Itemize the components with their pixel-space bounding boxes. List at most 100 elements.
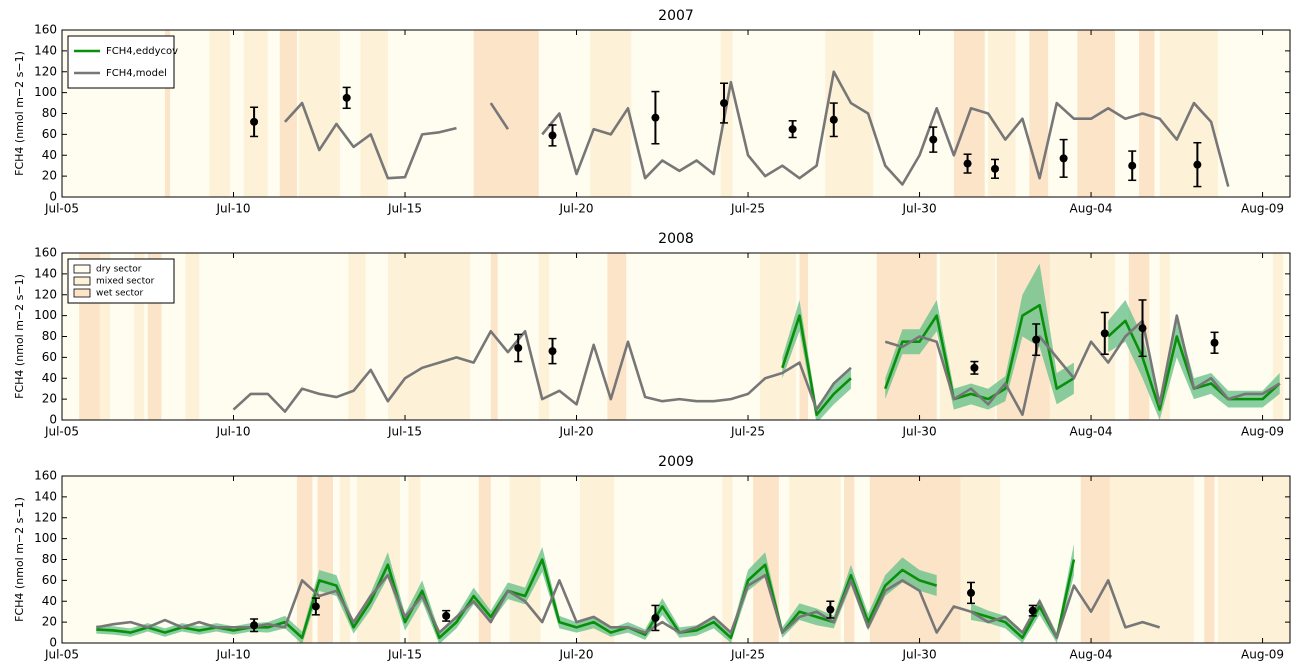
legend-swatch [73, 276, 91, 286]
sector-span [988, 30, 1016, 197]
sector-span [339, 476, 351, 643]
sector-span [296, 476, 313, 643]
chamber-point [1100, 329, 1109, 338]
sector-span [607, 253, 627, 420]
chamber-point [548, 347, 557, 356]
chart-title: 2008 [658, 231, 694, 247]
y-tick-label: 100 [34, 85, 57, 99]
sector-span [134, 253, 145, 420]
chamber-point [342, 93, 351, 102]
y-tick-label: 100 [34, 531, 57, 545]
sector-span [1204, 476, 1215, 643]
series-line [884, 314, 1281, 417]
sector-span [348, 253, 366, 420]
chamber-point [720, 99, 729, 108]
series-line [284, 101, 457, 180]
sector-span [243, 30, 268, 197]
legend-label: FCH4,eddycov [106, 46, 178, 57]
legend-box [67, 35, 175, 89]
chamber-point [829, 115, 838, 124]
chamber-point [651, 113, 660, 122]
sector-span [1077, 30, 1116, 197]
plot-frame [61, 475, 1291, 644]
chamber-point [1032, 335, 1041, 344]
y-tick-label: 160 [34, 246, 57, 260]
x-tick-label: Jul-30 [902, 648, 937, 662]
chamber-point [651, 613, 660, 622]
y-axis-label: FCH4 (nmol m−2 s−1) [13, 274, 26, 399]
x-tick-label: Jul-10 [215, 202, 250, 216]
x-tick-label: Jul-05 [44, 202, 79, 216]
y-tick-label: 80 [42, 329, 57, 343]
y-tick-label: 40 [42, 594, 57, 608]
y-tick-label: 20 [42, 615, 57, 629]
x-tick-label: Jul-10 [215, 425, 250, 439]
sector-span [387, 253, 471, 420]
y-tick-label: 0 [49, 190, 57, 204]
y-tick-label: 120 [34, 287, 57, 301]
x-tick-label: Jul-15 [387, 648, 422, 662]
chart-title: 2007 [658, 8, 694, 24]
uncertainty-band [1108, 299, 1280, 420]
plot-frame [61, 29, 1291, 198]
y-tick-label: 140 [34, 266, 57, 280]
chamber-point [826, 605, 835, 614]
chamber-point [1138, 324, 1147, 333]
y-tick-label: 40 [42, 148, 57, 162]
x-tick-label: Jul-30 [902, 425, 937, 439]
x-tick-label: Aug-04 [1070, 425, 1113, 439]
x-tick-label: Jul-30 [902, 202, 937, 216]
x-tick-label: Jul-20 [558, 202, 593, 216]
chamber-point [250, 621, 259, 630]
uncertainty-band [885, 263, 1074, 410]
legend-swatch [73, 264, 91, 274]
sector-span [1217, 476, 1290, 643]
sector-span [1109, 476, 1194, 643]
series-line [781, 314, 852, 417]
chart-title: 2009 [658, 454, 694, 470]
y-tick-label: 120 [34, 64, 57, 78]
chamber-point [1193, 160, 1202, 169]
y-tick-label: 160 [34, 23, 57, 37]
plot-frame [61, 252, 1291, 421]
chamber-point [311, 602, 320, 611]
sector-span [317, 476, 333, 643]
x-tick-label: Jul-20 [558, 425, 593, 439]
x-tick-label: Jul-25 [730, 202, 765, 216]
series-line [541, 70, 1230, 187]
chamber-point [966, 588, 975, 597]
chamber-point [991, 164, 1000, 173]
y-tick-label: 140 [34, 489, 57, 503]
sector-span [1080, 476, 1110, 643]
sector-span [579, 476, 615, 643]
sector-span [509, 476, 541, 643]
x-tick-label: Jul-05 [44, 425, 79, 439]
chamber-point [250, 117, 259, 126]
sector-span [185, 253, 200, 420]
chamber-point [963, 159, 972, 168]
chamber-point [1059, 154, 1068, 163]
chamber-point [442, 611, 451, 620]
x-tick-label: Jul-20 [558, 648, 593, 662]
sector-span [722, 476, 733, 643]
y-tick-label: 80 [42, 552, 57, 566]
x-tick-label: Aug-04 [1070, 202, 1113, 216]
chamber-point [929, 135, 938, 144]
y-tick-label: 120 [34, 510, 57, 524]
x-tick-label: Jul-15 [387, 202, 422, 216]
chamber-point [788, 125, 797, 134]
y-tick-label: 100 [34, 308, 57, 322]
x-tick-label: Aug-09 [1241, 648, 1284, 662]
sector-span [538, 253, 550, 420]
series-line [232, 329, 852, 413]
sector-span [99, 253, 111, 420]
legend-label: FCH4,model [106, 68, 167, 79]
sector-span [164, 30, 171, 197]
sector-span [209, 30, 231, 197]
x-tick-label: Aug-04 [1070, 648, 1113, 662]
legend-label: mixed sector [96, 277, 155, 287]
chamber-point [1028, 606, 1037, 615]
x-tick-label: Jul-10 [215, 648, 250, 662]
sector-span [473, 30, 539, 197]
